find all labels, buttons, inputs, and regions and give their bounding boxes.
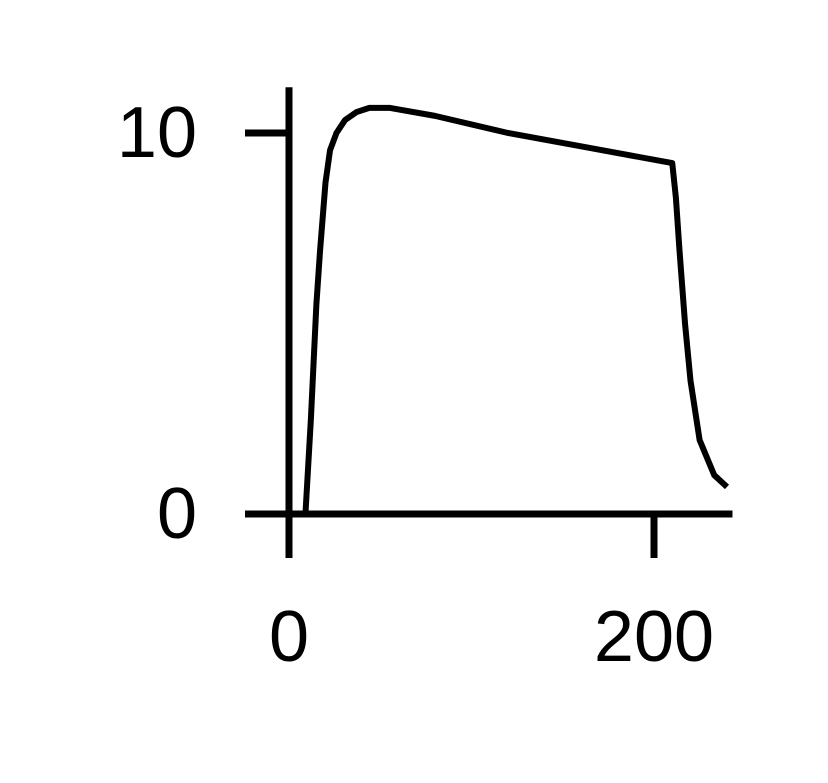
y-tick-label: 10: [117, 93, 197, 173]
y-tick-label: 0: [157, 474, 197, 554]
x-tick-label: 0: [269, 597, 309, 677]
data-line: [302, 104, 730, 515]
x-tick-label: 200: [594, 597, 714, 677]
